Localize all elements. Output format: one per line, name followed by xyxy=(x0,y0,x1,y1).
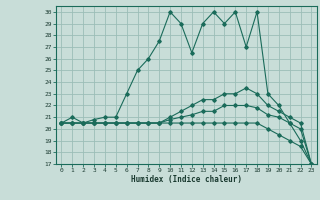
X-axis label: Humidex (Indice chaleur): Humidex (Indice chaleur) xyxy=(131,175,242,184)
